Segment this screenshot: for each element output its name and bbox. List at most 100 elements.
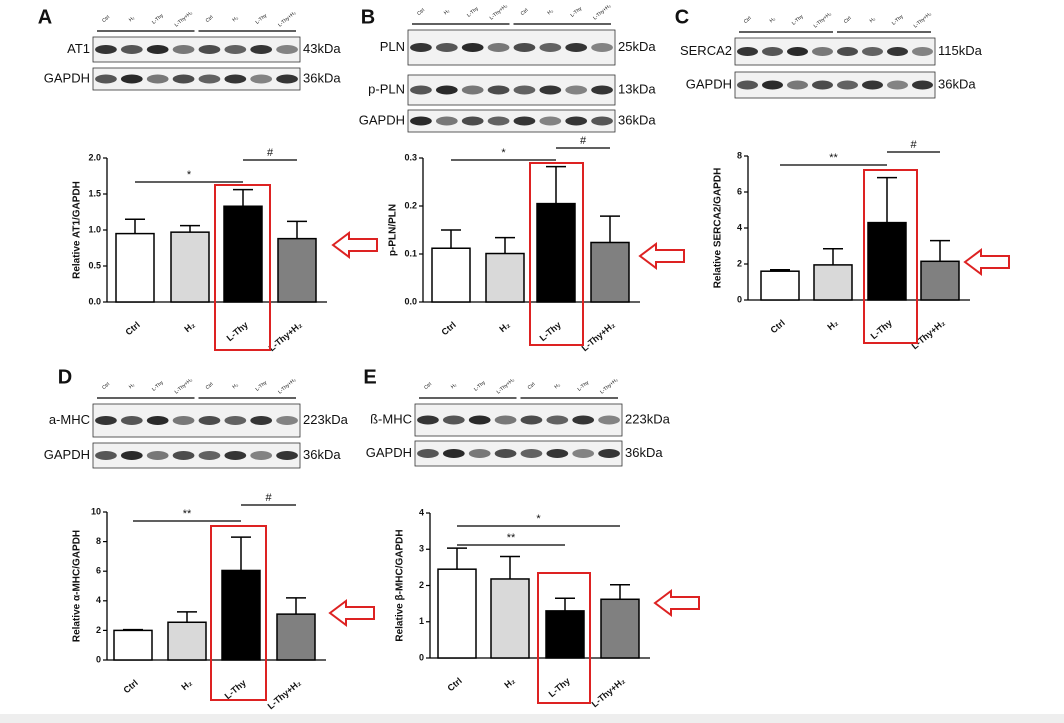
blot-band xyxy=(487,85,510,95)
significance-label: * xyxy=(501,147,506,159)
blot-band xyxy=(565,43,588,52)
y-tick-label: 4 xyxy=(96,595,101,605)
bar xyxy=(590,241,630,303)
blot-band xyxy=(887,47,908,56)
lane-label: H₂ xyxy=(128,15,136,23)
blot-label: ß-MHC xyxy=(370,411,412,426)
blot-band xyxy=(95,416,117,425)
blot-label: GAPDH xyxy=(359,112,405,127)
blot-band xyxy=(224,416,247,425)
y-tick-label: 6 xyxy=(737,186,742,196)
y-tick-label: 2.0 xyxy=(88,152,101,162)
y-axis-label: Relative AT1/GAPDH xyxy=(72,181,83,279)
y-tick-label: 0.5 xyxy=(88,260,101,270)
y-tick-label: 1.0 xyxy=(88,224,101,234)
significance-label: # xyxy=(265,492,272,504)
lane-label: H₂ xyxy=(553,382,561,390)
blot-band xyxy=(762,47,783,56)
significance-label: * xyxy=(187,169,192,181)
blot-band xyxy=(520,449,543,458)
lane-label: H₂ xyxy=(128,382,136,390)
bar xyxy=(170,231,210,303)
blot-band xyxy=(572,415,595,425)
bar xyxy=(536,202,576,303)
y-tick-label: 1 xyxy=(419,616,424,626)
blot-size: 25kDa xyxy=(618,39,656,54)
blot-band xyxy=(120,451,143,460)
blot-label: AT1 xyxy=(67,41,90,56)
highlight-arrow xyxy=(638,242,685,270)
highlight-arrow xyxy=(653,589,700,617)
significance-label: # xyxy=(580,135,587,147)
lane-label: Ctrl xyxy=(416,7,426,17)
y-axis-label: Relative α-MHC/GAPDH xyxy=(72,530,83,642)
lane-label: H₂ xyxy=(450,382,458,390)
blot-band xyxy=(276,74,298,84)
highlight-arrow xyxy=(328,599,375,627)
blot-band xyxy=(172,45,195,54)
blot-band xyxy=(146,451,169,460)
lane-label: Ctrl xyxy=(101,381,111,391)
blot-band xyxy=(862,47,883,56)
bar xyxy=(115,232,155,303)
bar xyxy=(113,629,153,661)
blot-label: GAPDH xyxy=(686,76,732,91)
bar xyxy=(813,264,853,301)
panel-letter: A xyxy=(38,6,52,28)
blot-band xyxy=(812,47,833,56)
blot-band xyxy=(442,449,465,458)
bar xyxy=(437,568,477,659)
lane-label: H₂ xyxy=(443,8,451,16)
blot-band xyxy=(837,80,858,90)
bar xyxy=(276,613,316,661)
bar xyxy=(277,237,317,303)
blot-band xyxy=(539,116,562,126)
highlight-box xyxy=(214,184,271,351)
panel-letter: D xyxy=(58,366,72,388)
highlight-box xyxy=(863,169,918,344)
lane-label: Ctrl xyxy=(743,15,753,25)
blot-band xyxy=(912,80,933,90)
bar xyxy=(223,205,263,303)
bar xyxy=(760,270,800,301)
blot-band xyxy=(546,449,569,458)
blot-band xyxy=(95,45,117,54)
blot-band xyxy=(487,116,510,126)
blot-band xyxy=(468,449,491,458)
significance-label: ** xyxy=(829,152,838,164)
blot-band xyxy=(224,45,247,54)
bar xyxy=(485,252,525,303)
blot-label: a-MHC xyxy=(49,412,90,427)
blot-band xyxy=(417,449,439,458)
blot-size: 223kDa xyxy=(303,412,349,427)
blot-band xyxy=(250,74,273,84)
blot-band xyxy=(862,80,883,90)
y-tick-label: 3 xyxy=(419,544,424,554)
blot-label: PLN xyxy=(380,39,405,54)
y-tick-label: 10 xyxy=(91,506,101,516)
y-tick-label: 0.2 xyxy=(404,200,417,210)
blot-band xyxy=(435,43,458,52)
lane-label: H₂ xyxy=(546,8,554,16)
y-axis-label: Relative SERCA2/GAPDH xyxy=(713,168,724,289)
blot xyxy=(407,109,616,133)
y-tick-label: 0.1 xyxy=(404,248,417,258)
bar xyxy=(545,610,585,659)
blot-band xyxy=(146,45,169,54)
blot-band xyxy=(572,449,595,458)
blot-band xyxy=(539,43,562,52)
bar xyxy=(431,247,471,303)
blot-band xyxy=(172,416,195,425)
blot-band xyxy=(737,80,758,90)
blot-label: p-PLN xyxy=(368,81,405,96)
blot-band xyxy=(539,85,562,95)
y-tick-label: 0.3 xyxy=(404,152,417,162)
panel-letter: B xyxy=(361,6,375,28)
lane-label: Ctrl xyxy=(843,15,853,25)
blot-band xyxy=(120,416,143,425)
lane-label: Ctrl xyxy=(205,14,215,24)
blot xyxy=(92,67,301,91)
blot-band xyxy=(417,415,439,425)
blot-band xyxy=(598,449,620,458)
blot-band xyxy=(591,85,613,95)
